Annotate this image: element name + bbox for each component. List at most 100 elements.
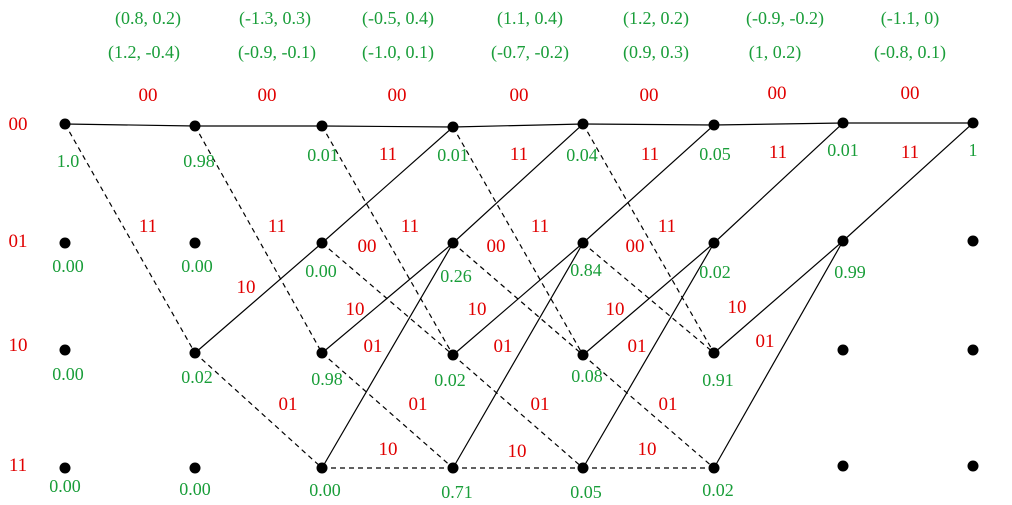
node-t7-s11 (967, 460, 979, 472)
received-pair-5-row2: (0.9, 0.3) (623, 42, 689, 63)
branch-label-top-6: 00 (768, 83, 787, 104)
edge-00-10-t5 (582, 123, 715, 354)
metric-t2-s00: 0.01 (307, 145, 339, 165)
metric-t0-s10: 0.00 (52, 364, 84, 384)
metric-t3-s11: 0.71 (441, 482, 473, 502)
node-t1-s11 (189, 462, 201, 474)
branch-label-00: 00 (626, 236, 645, 257)
branch-label-11: 11 (658, 216, 676, 237)
node-t4-s11 (577, 462, 589, 474)
edge-10-11-t3 (321, 352, 454, 469)
metric-t5-s00: 0.05 (699, 144, 731, 164)
node-t0-s00 (59, 118, 71, 130)
received-pair-1-row1: (0.8, 0.2) (115, 8, 181, 29)
branch-label-11: 11 (268, 216, 286, 237)
edge-10-11-t4 (452, 354, 584, 469)
node-t7-s01 (967, 235, 979, 247)
metric-t5-s01: 0.02 (699, 262, 731, 282)
branch-label-11: 11 (531, 216, 549, 237)
branch-label-top-4: 00 (510, 85, 529, 106)
node-t6-s11 (837, 460, 849, 472)
received-pair-7-row2: (-0.8, 0.1) (874, 42, 946, 63)
branch-label-11: 11 (769, 142, 787, 163)
node-t3-s01 (447, 237, 459, 249)
received-pair-2-row1: (-1.3, 0.3) (239, 8, 311, 29)
branch-label-01: 01 (409, 394, 428, 415)
branch-label-01: 01 (628, 336, 647, 357)
edge-01-00-t3 (321, 126, 454, 244)
state-label-10: 10 (9, 335, 28, 356)
received-pair-6-row2: (1, 0.2) (749, 42, 802, 63)
edge-00-00-t6 (713, 122, 844, 126)
node-t4-s00 (577, 118, 589, 130)
branch-label-01: 01 (531, 394, 550, 415)
branch-label-10: 10 (508, 441, 527, 462)
branch-label-11: 11 (510, 144, 528, 165)
metric-t4-s00: 0.04 (566, 145, 598, 165)
edge-00-10-t3 (321, 125, 454, 356)
edge-10-11-t5 (582, 354, 715, 469)
node-t2-s01 (316, 237, 328, 249)
edge-01-00-t4 (452, 123, 584, 244)
metric-t2-s01: 0.00 (305, 261, 337, 281)
metric-t0-s01: 0.00 (52, 256, 84, 276)
edge-10-01-t6 (713, 240, 844, 354)
branch-label-01: 01 (756, 331, 775, 352)
node-t2-s00 (316, 120, 328, 132)
node-t1-s00 (189, 120, 201, 132)
metric-t4-s01: 0.84 (570, 260, 602, 280)
branch-label-top-7: 00 (901, 83, 920, 104)
received-pair-4-row1: (1.1, 0.4) (497, 8, 563, 29)
node-t4-s10 (577, 349, 589, 361)
edge-11-01-t3 (321, 242, 454, 469)
edge-10-11-t2 (194, 352, 323, 469)
branch-label-00: 00 (487, 236, 506, 257)
branch-label-top-5: 00 (640, 85, 659, 106)
metric-t1-s00: 0.98 (183, 151, 215, 171)
edge-00-00-t5 (582, 123, 715, 126)
node-t6-s00 (837, 117, 849, 129)
received-pair-5-row1: (1.2, 0.2) (623, 8, 689, 29)
branch-label-11: 11 (139, 216, 157, 237)
received-pair-3-row1: (-0.5, 0.4) (362, 8, 434, 29)
branch-label-10: 10 (468, 299, 487, 320)
branch-label-01: 01 (659, 394, 678, 415)
metric-t5-s11: 0.02 (702, 480, 734, 500)
metric-t2-s11: 0.00 (309, 480, 341, 500)
edge-10-01-t2 (194, 242, 323, 354)
branch-label-00: 00 (358, 236, 377, 257)
state-label-01: 01 (9, 231, 28, 252)
branch-label-10: 10 (638, 439, 657, 460)
edge-00-10-t2 (194, 125, 323, 354)
metric-t0-s11: 0.00 (49, 476, 81, 496)
received-pair-3-row2: (-1.0, 0.1) (362, 42, 434, 63)
metric-t6-s00: 0.01 (827, 140, 859, 160)
branch-label-01: 01 (364, 336, 383, 357)
metric-t4-s11: 0.05 (570, 482, 602, 502)
branch-label-01: 01 (494, 336, 513, 357)
branch-label-11: 11 (379, 144, 397, 165)
node-t5-s11 (708, 462, 720, 474)
branch-label-top-2: 00 (258, 85, 277, 106)
edge-01-00-t5 (582, 124, 715, 244)
edge-01-00-t7 (842, 122, 974, 242)
node-t3-s11 (447, 462, 459, 474)
state-label-00: 00 (9, 114, 28, 135)
metric-t3-s00: 0.01 (437, 145, 469, 165)
node-t5-s01 (708, 237, 720, 249)
state-label-11: 11 (9, 455, 27, 476)
branch-label-11: 11 (901, 142, 919, 163)
metric-t3-s01: 0.26 (440, 266, 472, 286)
branch-label-top-3: 00 (388, 85, 407, 106)
node-t5-s10 (708, 347, 720, 359)
edge-11-01-t6 (713, 240, 844, 469)
edge-10-01-t5 (582, 242, 715, 356)
metric-t5-s10: 0.91 (702, 370, 734, 390)
edge-11-01-t5 (582, 242, 715, 469)
edge-00-00-t4 (452, 123, 584, 128)
node-t3-s10 (447, 349, 459, 361)
branch-label-11: 11 (401, 216, 419, 237)
branch-label-10: 10 (606, 299, 625, 320)
edge-00-00-t1 (64, 123, 196, 127)
